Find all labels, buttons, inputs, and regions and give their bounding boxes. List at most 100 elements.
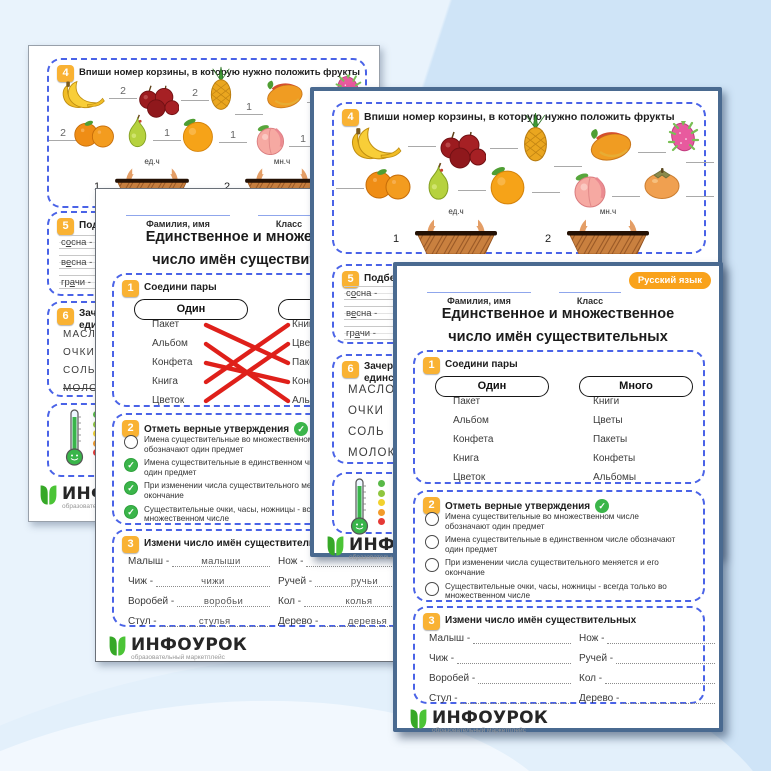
task3-box: 3 Измени число имён существительных Малы… [413,606,715,704]
seed-word: весна - [61,257,93,268]
match-word: Книга [152,376,178,387]
name-input-line [427,292,531,293]
word-change-row: Нож - [579,632,715,644]
handwritten-answer: воробьи [203,596,244,607]
infourok-leaf-icon [326,535,345,562]
answer-line: 2 [109,85,137,99]
match-word: Пакеты [593,434,628,445]
match-word: Книги [593,396,620,407]
word-label: Дерево - [278,616,322,627]
word-change-row: Малыш - малыши [128,555,270,567]
thermometer-icon [348,477,370,540]
smiley-icon [378,499,385,506]
statement-list: Имена существительные во множественном ч… [124,435,408,528]
statement-line: окончание [445,567,485,577]
task3-left-column: Малыш - малыши Чиж - чижи Воробей - воробь… [128,555,270,627]
worksheet-page-front: Фамилия, имя Класс Русский язык Единстве… [393,262,723,735]
handwritten-basket-number: 2 [60,127,66,139]
basket-icon: 2 мн.ч [545,202,658,259]
answer-dotted-line [607,632,715,644]
handwritten-answer: колья [345,596,373,607]
statement-row: Имена существительные во множественном ч… [425,512,699,531]
answer-line [532,192,560,193]
task1-box: 1 Соедини пары Один Много Пакет Альбом Кон… [413,350,705,484]
statement-text: Имена существительные в единственном чис… [445,535,675,554]
infourok-leaf-icon [409,708,428,735]
orange-icon [177,116,217,157]
capital-word: ОЧКИ [348,405,385,417]
singular-words-column: Пакет Альбом Конфета Книга Цветок [152,319,192,414]
task4-title: Впиши номер корзины, в которую нужно пол… [79,67,360,78]
answer-line [638,152,666,153]
task-number-badge: 1 [122,280,139,297]
match-word: Конфета [152,357,193,368]
capital-word: МАСЛО [348,384,396,396]
handwritten-basket-number: 1 [246,101,252,113]
task-number-badge: 5 [342,271,359,288]
statement-row: Существительные очки, часы, ножницы - вс… [425,581,699,601]
word-change-row: Малыш - [429,632,571,644]
class-label: Класс [275,219,303,229]
handwritten-basket-number: 1 [300,133,306,145]
answer-dotted-line [456,652,571,664]
task-number-badge: 2 [122,420,139,437]
task-number-badge: 6 [342,361,359,378]
match-word: Цветы [593,415,623,426]
brand-name: ИНФОУРОК [131,635,248,655]
capital-word: МАСЛО [63,329,106,340]
task3-title: Измени число имён существительных [144,538,336,549]
statement-text: Существительные очки, часы, ножницы - вс… [144,505,366,524]
answer-line: 1 [289,133,317,147]
worksheet-title: Единственное и множественное [441,306,675,322]
dragonfruit-icon [666,118,700,159]
pear-icon [422,162,455,206]
pear-icon [123,114,152,153]
word-label: Малыш - [429,633,473,644]
capital-word: МОЛОКО [63,383,115,394]
answer-line [408,146,436,147]
statement-text: Существительные очки, часы, ножницы - вс… [445,582,667,601]
handwritten-basket-number: 1 [230,129,236,141]
singular-words-column: Пакет Альбом Конфета Книга Цветок [453,396,493,491]
answer-line [686,162,714,163]
seed-word: грачи - [61,277,91,288]
check-circle-icon: ✓ [294,422,309,436]
seed-word: сосна - [346,288,378,299]
task3-right-column: Нож - Ручей - Кол - Дерево - [579,632,715,704]
match-line [203,322,291,385]
statement-list: Имена существительные во множественном ч… [425,512,699,605]
smiley-icon [378,489,385,497]
empty-circle-icon [425,535,439,550]
capital-word: ОЧКИ [63,347,96,358]
statement-line: множественном числе [445,591,531,601]
statement-text: Имена существительные во множественном ч… [144,435,338,454]
answer-dotted-line [622,692,715,704]
answer-dotted-line [615,652,715,664]
smiley-icon [378,508,385,516]
statement-row: При изменении числа существительного мен… [425,558,699,577]
apples-icon [438,130,487,175]
statement-row: Имена существительные во множественном ч… [124,435,408,454]
name-label: Фамилия, имя [447,296,511,306]
match-word: Пакет [453,396,481,407]
statement-line: Существительные очки, часы, ножницы - вс… [445,581,667,591]
class-input-line [258,215,320,216]
answer-dotted-line: малыши [171,555,270,567]
brand-tagline: образовательный маркетплейс [131,654,225,661]
infourok-leaf-icon [39,484,58,511]
basket-label: мн.ч [273,157,291,166]
match-word: Цветы [292,338,322,349]
class-input-line [559,292,621,293]
match-word: Книги [292,319,319,330]
bananas-icon [350,124,404,171]
smiley-scale-icon [378,480,385,525]
class-label: Класс [576,296,604,306]
basket-label: мн.ч [599,207,617,216]
handwritten-answer: стулья [198,616,231,627]
task3-left-column: Малыш - Чиж - Воробей - Стул - [429,632,571,704]
basket-icon: 1 ед.ч [393,202,506,259]
task-number-badge: 4 [342,109,359,126]
